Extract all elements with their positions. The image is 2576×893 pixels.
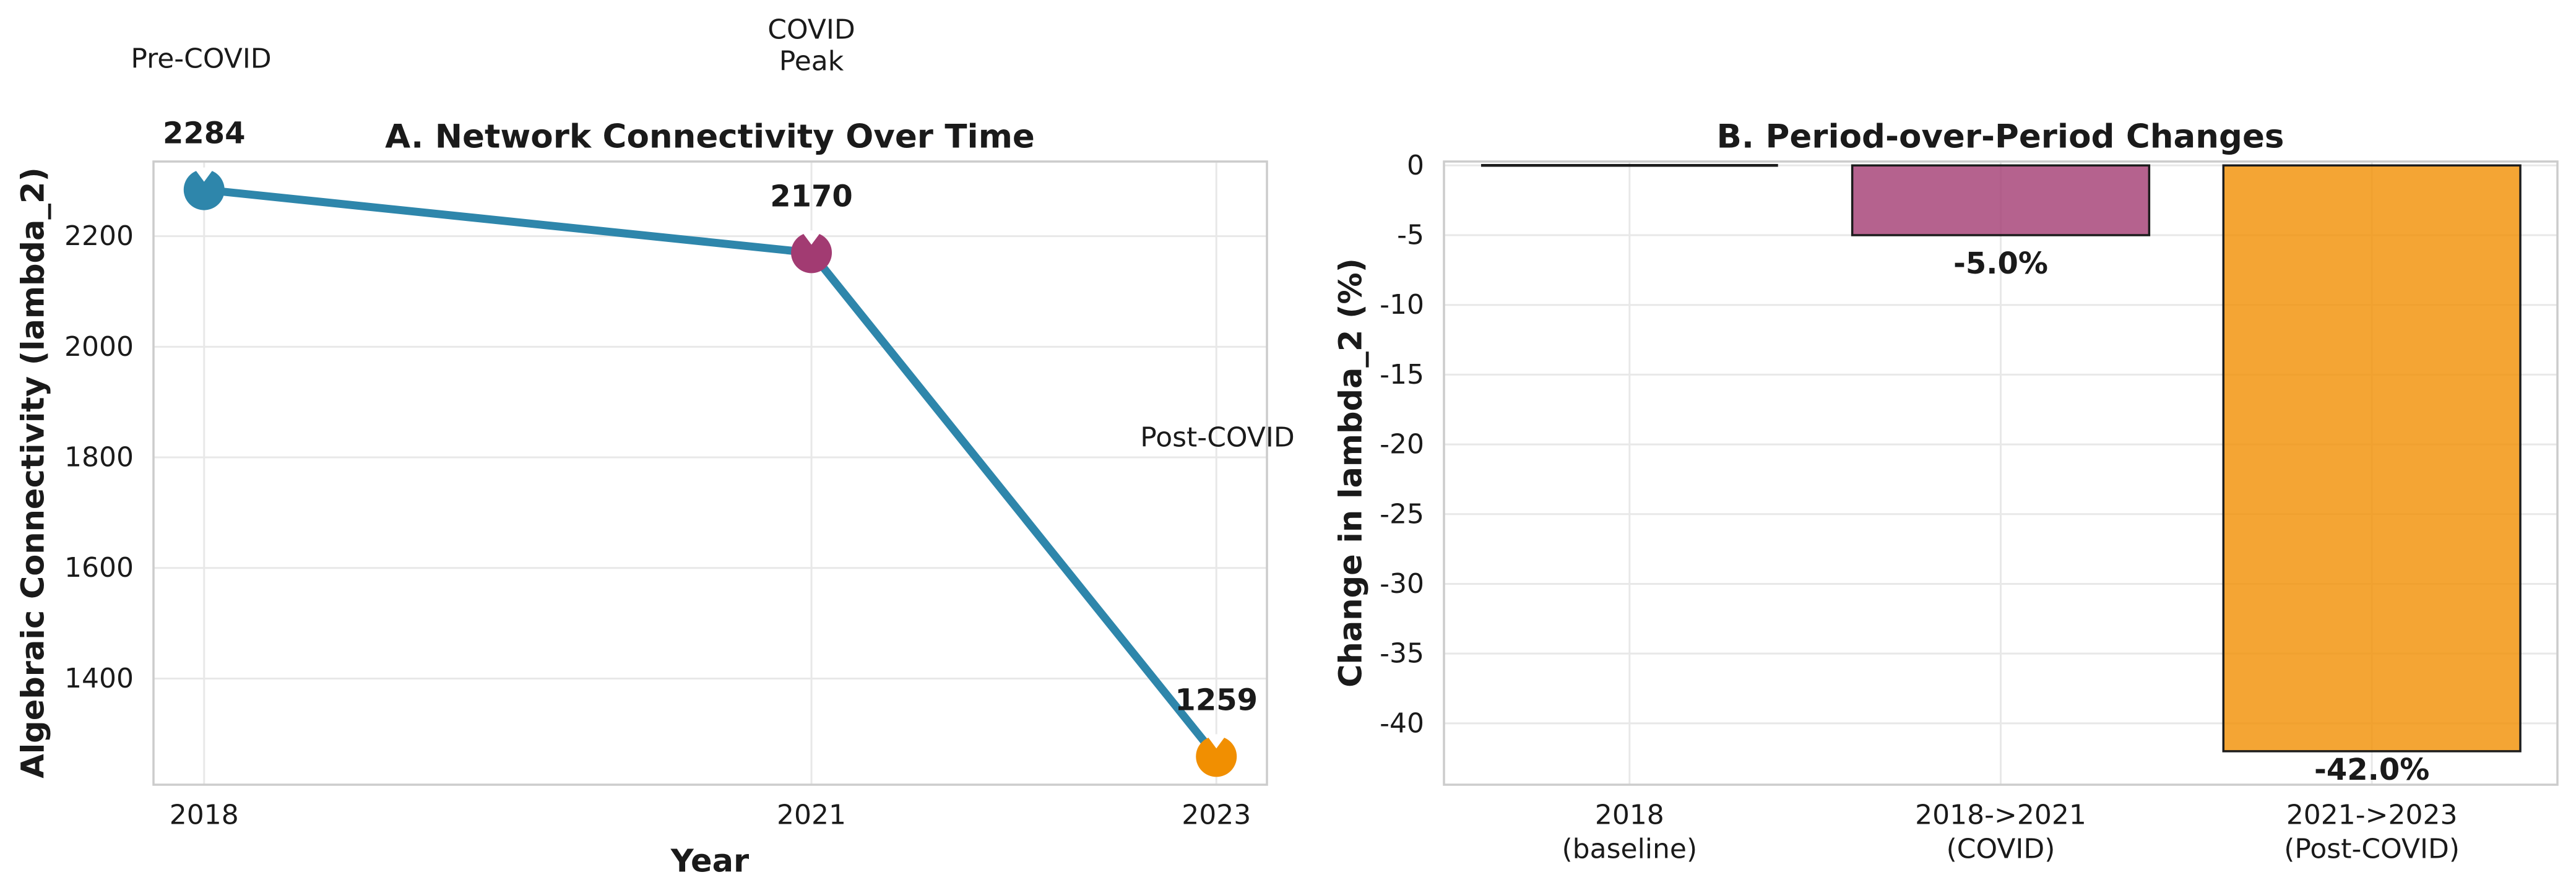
panel-a-ytick-label: 1800 xyxy=(64,442,134,473)
data-point-marker xyxy=(183,169,225,210)
panel-b-ytick-label: -10 xyxy=(1380,289,1424,321)
data-point-marker xyxy=(791,232,832,274)
panel-b-ytick-label: 0 xyxy=(1407,150,1424,181)
marker-notch xyxy=(801,230,823,245)
panel-b-ytick-label: -25 xyxy=(1380,498,1424,530)
panel-b-ytick-label: -5 xyxy=(1397,220,1424,251)
panel-a-plot-area xyxy=(153,162,1267,785)
panel-a-ytick-label: 1400 xyxy=(64,663,134,694)
bar-label: -42.0% xyxy=(2314,753,2429,787)
panel-b-title: B. Period-over-Period Changes xyxy=(1716,118,2284,156)
data-point-marker xyxy=(1196,736,1237,777)
data-point-label: 1259 xyxy=(1175,683,1258,717)
panel-b-xtick-label: (baseline) xyxy=(1562,834,1698,865)
panel-b-ytick-label: -15 xyxy=(1380,359,1424,390)
data-point-label: 2284 xyxy=(163,116,246,151)
panel-b-xtick-label: 2021->2023 xyxy=(2286,800,2458,831)
panel-a-xlabel: Year xyxy=(670,843,750,880)
annotation-label: Pre-COVID xyxy=(131,43,271,75)
panel-b-xtick-label: (COVID) xyxy=(1947,834,2055,865)
bar xyxy=(2222,164,2522,753)
panel-b-ytick-label: -35 xyxy=(1380,638,1424,670)
bar-label: -5.0% xyxy=(1953,246,2048,281)
panel-b-xtick-label: (Post-COVID) xyxy=(2284,834,2460,865)
annotation-label: COVID xyxy=(767,14,855,46)
marker-notch xyxy=(1206,734,1227,749)
panel-a-spines xyxy=(152,160,1268,786)
panel-a-xtick-label: 2023 xyxy=(1182,800,1251,831)
panel-a-xtick-label: 2018 xyxy=(170,800,239,831)
panel-b-ytick-label: -30 xyxy=(1380,568,1424,600)
panel-a-title: A. Network Connectivity Over Time xyxy=(385,118,1035,156)
panel-b-ytick-label: -40 xyxy=(1380,707,1424,739)
panel-a-xtick-label: 2021 xyxy=(777,800,846,831)
panel-b-ytick-label: -20 xyxy=(1380,429,1424,460)
panel-a-ytick-label: 1600 xyxy=(64,552,134,584)
panel-b-xtick-label: 2018->2021 xyxy=(1915,800,2086,831)
marker-notch xyxy=(193,167,215,182)
panel-b-spines xyxy=(1443,160,2559,786)
bar xyxy=(1851,164,2151,236)
panel-a-ytick-label: 2000 xyxy=(64,331,134,363)
annotation-label: Post-COVID xyxy=(1140,422,1294,454)
panel-a-ylabel: Algebraic Connectivity (lambda_2) xyxy=(15,167,52,779)
panel-a-ytick-label: 2200 xyxy=(64,220,134,252)
data-point-label: 2170 xyxy=(770,179,853,214)
panel-b: -5.0%-42.0%0-5-10-15-20-25-30-35-402018(… xyxy=(1380,150,2559,865)
panel-b-ylabel: Change in lambda_2 (%) xyxy=(1333,258,1370,688)
annotation-label: Peak xyxy=(779,46,844,77)
panel-b-xtick-label: 2018 xyxy=(1595,800,1664,831)
